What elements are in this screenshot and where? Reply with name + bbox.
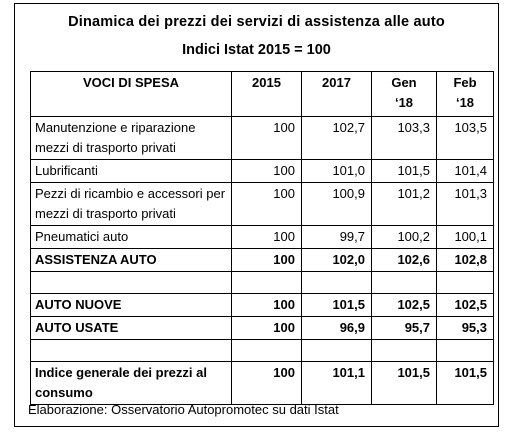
data-row: AUTO USATE 100 96,9 95,7 95,3 — [30, 316, 494, 340]
value-cell: 100 — [231, 293, 302, 317]
value-cell: 102,0 — [301, 248, 372, 272]
value-cell: 101,5 — [436, 361, 494, 405]
value-cell: 102,8 — [436, 248, 494, 272]
data-row: Pneumatici auto 100 99,7 100,2 100,1 — [30, 225, 494, 249]
value-cell: 101,4 — [436, 159, 494, 183]
subtitle: Indici Istat 2015 = 100 — [182, 42, 331, 58]
value-cell: 100 — [231, 248, 302, 272]
value-cell: 103,5 — [436, 116, 494, 160]
value-cell: 102,5 — [436, 293, 494, 317]
data-row: Pezzi di ricambio e accessori per mezzi … — [30, 182, 494, 226]
value-cell: 101,5 — [371, 361, 437, 405]
value-cell: 101,5 — [301, 293, 372, 317]
data-row: Indice generale dei prezzi al consumo 100… — [30, 361, 494, 405]
value-cell: 101,5 — [371, 159, 437, 183]
data-row: AUTO NUOVE 100 101,5 102,5 102,5 — [30, 293, 494, 317]
value-cell: 100 — [231, 182, 302, 226]
header-cell: Feb ‘18 — [436, 71, 494, 117]
value-cell: 100,9 — [301, 182, 372, 226]
data-row: ASSISTENZA AUTO 100 102,0 102,6 102,8 — [30, 248, 494, 272]
data-row: Manutenzione e riparazione mezzi di tras… — [30, 116, 494, 160]
header-cell: 2015 — [231, 71, 302, 117]
header-cell: Gen ‘18 — [371, 71, 437, 117]
blank-row — [30, 339, 494, 362]
value-cell: 100 — [231, 316, 302, 340]
value-cell: 100 — [231, 116, 302, 160]
header-cell: VOCI DI SPESA — [30, 71, 232, 117]
header-cell: 2017 — [301, 71, 372, 117]
value-cell: 101,2 — [371, 182, 437, 226]
value-cell: 100 — [231, 361, 302, 405]
row-label: ASSISTENZA AUTO — [30, 248, 232, 272]
value-cell: 101,0 — [301, 159, 372, 183]
title: Dinamica dei prezzi dei servizi di assis… — [68, 14, 445, 30]
value-cell: 95,7 — [371, 316, 437, 340]
row-label: Manutenzione e riparazione mezzi di tras… — [30, 116, 232, 160]
data-row: Lubrificanti 100 101,0 101,5 101,4 — [30, 159, 494, 183]
row-label: Indice generale dei prezzi al consumo — [30, 361, 232, 405]
value-cell: 99,7 — [301, 225, 372, 249]
value-cell: 100 — [231, 159, 302, 183]
blank-row — [30, 271, 494, 294]
row-label: Pneumatici auto — [30, 225, 232, 249]
table-frame: Dinamica dei prezzi dei servizi di assis… — [14, 3, 499, 427]
row-label: Pezzi di ricambio e accessori per mezzi … — [30, 182, 232, 226]
row-label: Lubrificanti — [30, 159, 232, 183]
value-cell: 102,7 — [301, 116, 372, 160]
value-cell: 102,6 — [371, 248, 437, 272]
header-row: VOCI DI SPESA 2015 2017 Gen ‘18 Feb ‘18 — [30, 71, 494, 117]
value-cell: 101,1 — [301, 361, 372, 405]
value-cell: 102,5 — [371, 293, 437, 317]
price-table: VOCI DI SPESA 2015 2017 Gen ‘18 Feb ‘18 … — [30, 71, 494, 405]
value-cell: 103,3 — [371, 116, 437, 160]
value-cell: 101,3 — [436, 182, 494, 226]
value-cell: 100,1 — [436, 225, 494, 249]
value-cell: 95,3 — [436, 316, 494, 340]
value-cell: 100 — [231, 225, 302, 249]
value-cell: 96,9 — [301, 316, 372, 340]
value-cell: 100,2 — [371, 225, 437, 249]
source-note: Elaborazione: Osservatorio Autopromotec … — [28, 402, 339, 417]
row-label: AUTO NUOVE — [30, 293, 232, 317]
row-label: AUTO USATE — [30, 316, 232, 340]
